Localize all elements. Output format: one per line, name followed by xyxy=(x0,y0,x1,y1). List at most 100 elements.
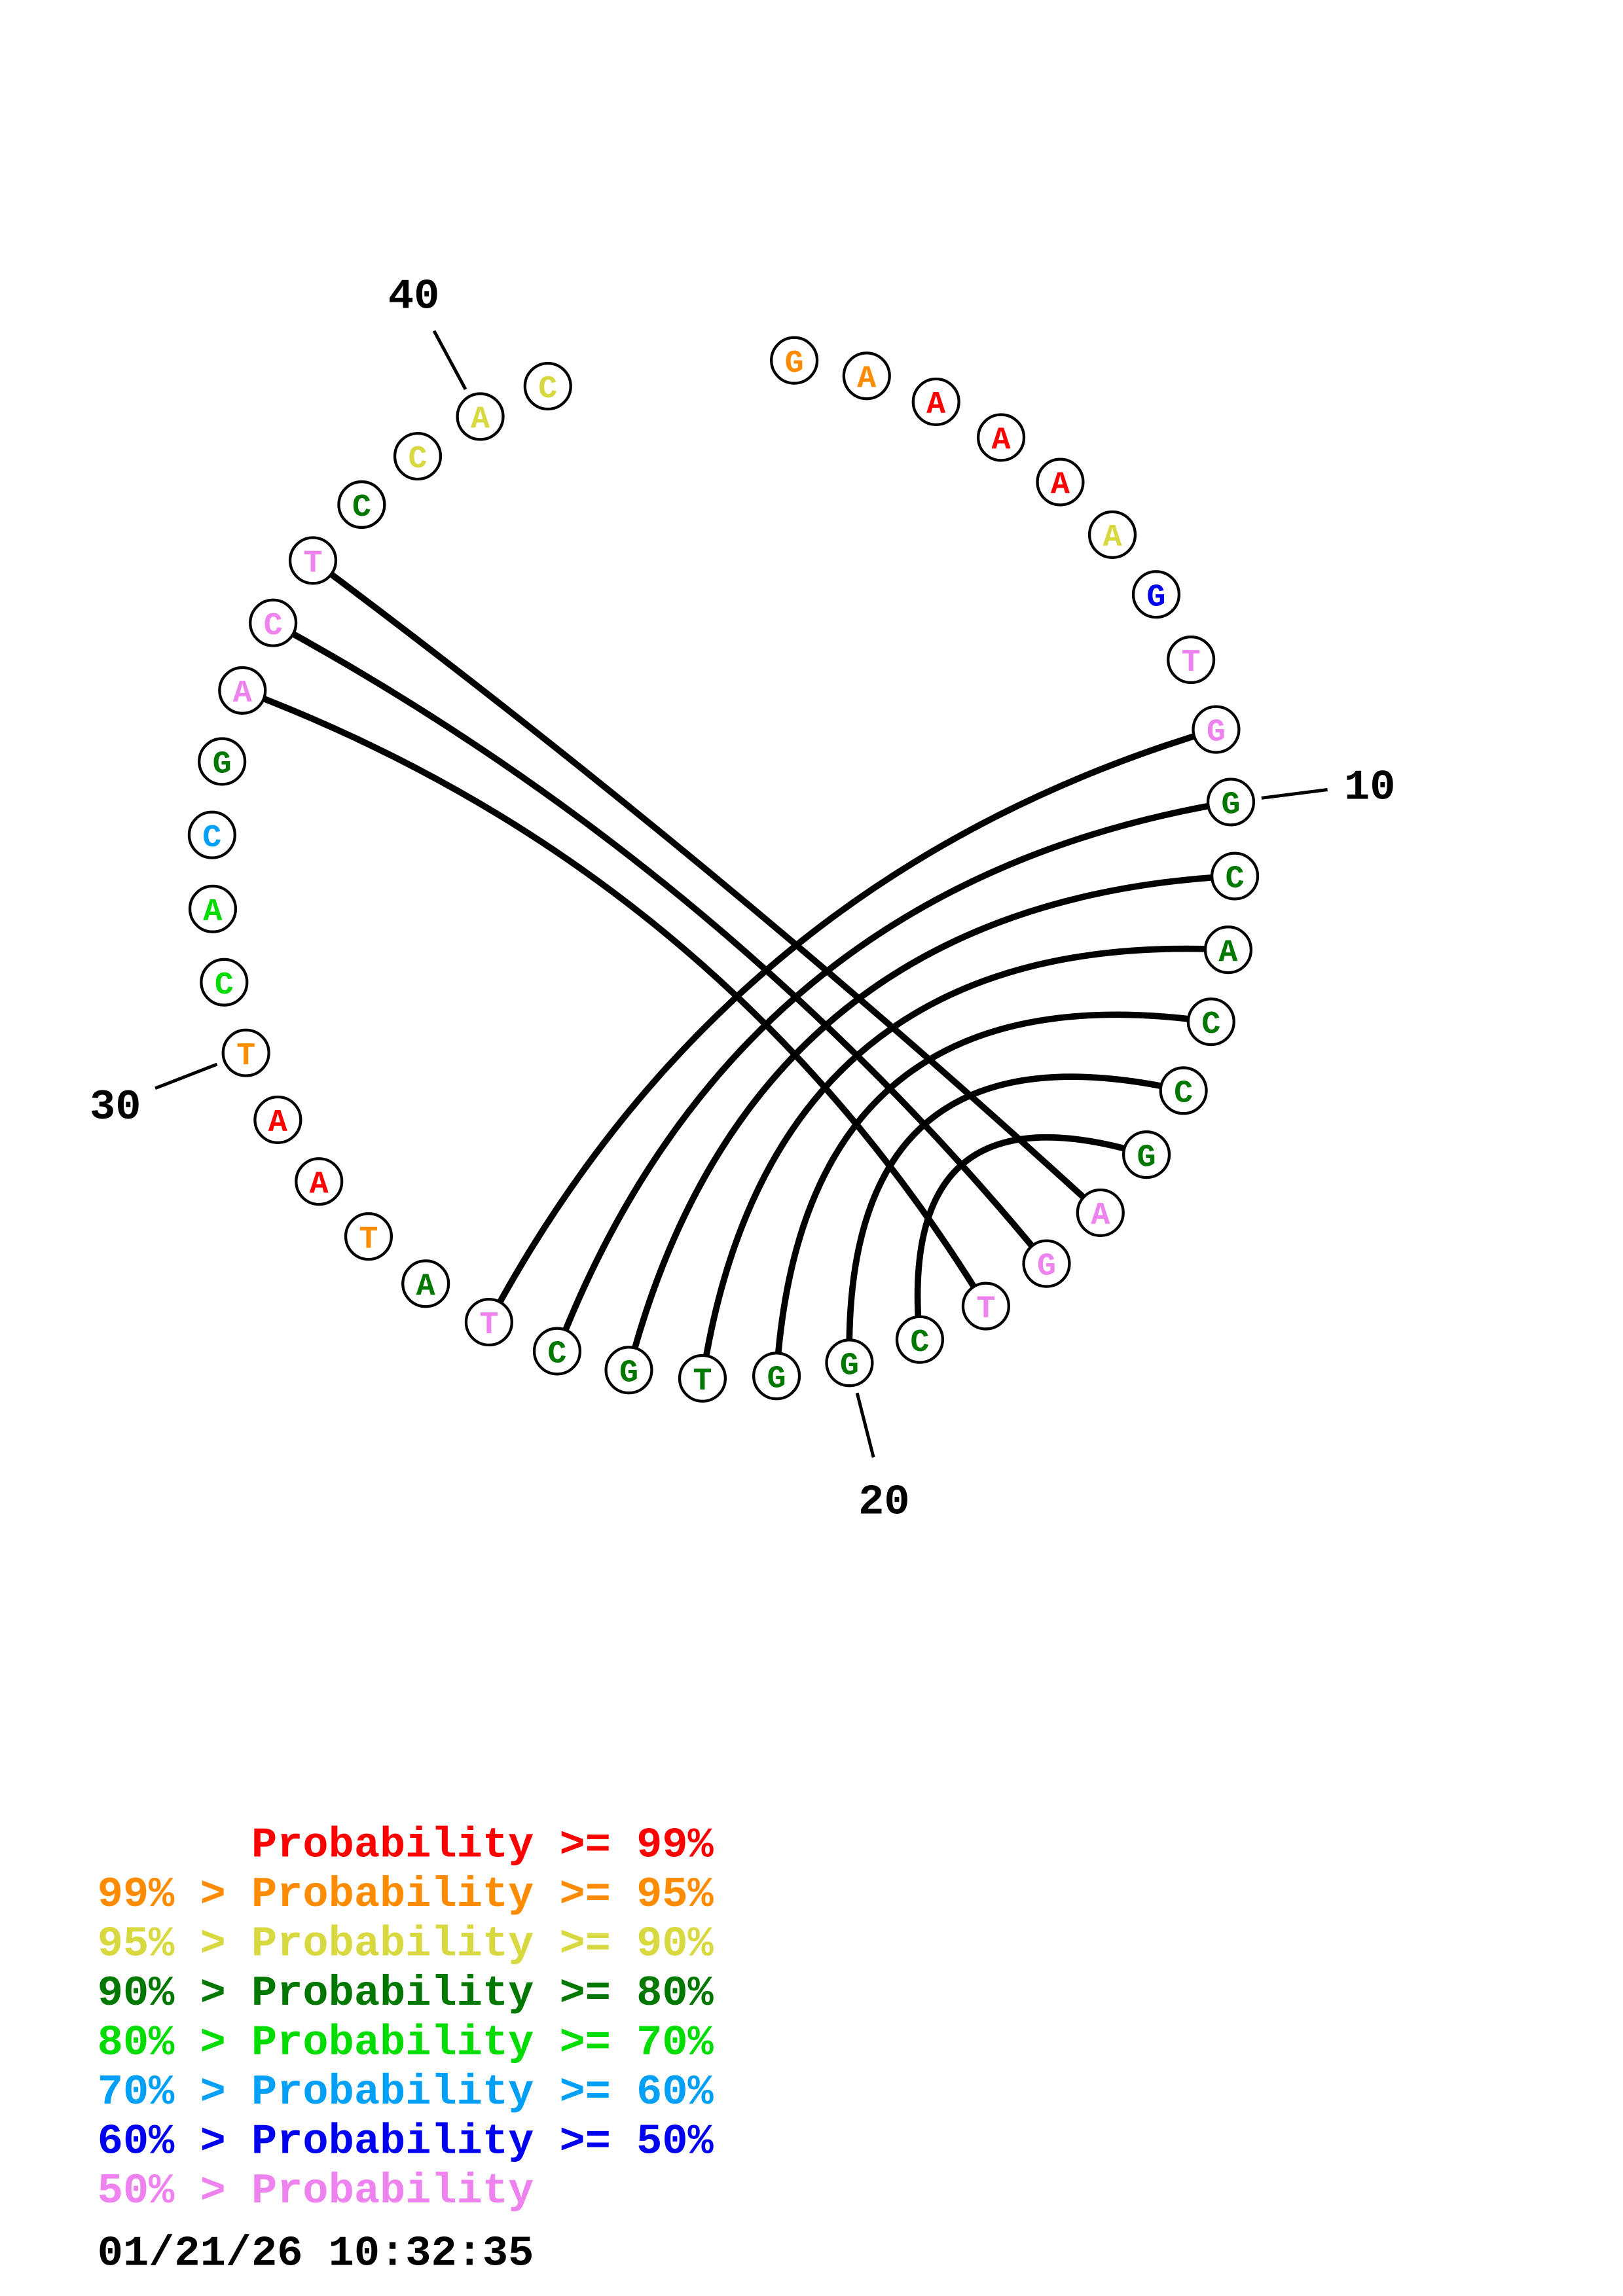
nucleotide-letter: A xyxy=(1091,1198,1110,1234)
nucleotide-letter: A xyxy=(416,1268,436,1304)
position-number: 40 xyxy=(388,272,439,321)
nucleotide-letter: A xyxy=(1218,935,1238,971)
nucleotide-letter: T xyxy=(976,1291,995,1327)
nucleotide-letter: G xyxy=(1221,787,1240,823)
nucleotide-letter: A xyxy=(857,361,877,397)
nucleotide-letter: A xyxy=(1103,520,1122,556)
nucleotide-circle xyxy=(198,737,247,786)
nucleotide-circle xyxy=(1210,852,1260,901)
legend-row: 95% > Probability >= 90% xyxy=(98,1920,714,1969)
base-pair-arc xyxy=(486,726,1220,1325)
nucleotide-letter: A xyxy=(233,675,253,711)
nucleotide-circle xyxy=(1186,997,1235,1047)
nucleotide-circle xyxy=(393,432,443,481)
nucleotide-circle xyxy=(249,598,298,647)
position-number: 30 xyxy=(90,1083,141,1132)
nucleotide-letter: T xyxy=(1182,645,1201,681)
nucleotide-circle xyxy=(977,413,1026,462)
nucleotide-letter: C xyxy=(408,441,427,477)
nucleotide-circle xyxy=(253,1095,302,1145)
nucleotide-letter: A xyxy=(268,1105,288,1141)
nucleotide-circle xyxy=(187,810,236,859)
nucleotide-letter: A xyxy=(1051,467,1070,503)
nucleotide-letter: G xyxy=(1137,1139,1156,1175)
nucleotide-letter: G xyxy=(1037,1249,1056,1285)
nucleotide-circle xyxy=(961,1282,1010,1331)
nucleotide-circle xyxy=(1131,570,1181,619)
base-pair-arc xyxy=(310,557,1104,1216)
nucleotide-letter: C xyxy=(1174,1075,1193,1111)
nucleotide-circle xyxy=(523,362,572,411)
nucleotide-circle xyxy=(456,392,505,441)
nucleotide-circle xyxy=(218,666,267,715)
nucleotide-letter: A xyxy=(310,1166,329,1202)
base-pair-arc xyxy=(270,619,1050,1267)
nucleotide-letter: C xyxy=(352,490,371,526)
nucleotide-letter: A xyxy=(926,387,946,423)
nucleotide-circle xyxy=(344,1212,393,1261)
position-tick xyxy=(1261,788,1328,800)
position-tick xyxy=(855,1392,875,1458)
position-number: 20 xyxy=(858,1478,909,1526)
legend-row: 80% > Probability >= 70% xyxy=(98,2019,714,2068)
probability-legend: Probability >= 99%99% > Probability >= 9… xyxy=(98,1821,714,2215)
nucleotide-circle xyxy=(842,351,891,401)
nucleotide-circle xyxy=(295,1157,344,1206)
nucleotide-letter: C xyxy=(538,371,557,407)
base-pair-arc xyxy=(699,945,1231,1382)
nucleotide-circle xyxy=(1076,1188,1125,1237)
nucleotide-circle xyxy=(770,336,819,385)
position-tick xyxy=(155,1062,218,1090)
nucleotide-letter: A xyxy=(992,423,1012,459)
base-pair-arc xyxy=(846,1073,1187,1367)
nucleotide-circle xyxy=(1159,1066,1208,1115)
legend-row: 99% > Probability >= 95% xyxy=(98,1871,714,1919)
nucleotide-circle xyxy=(200,958,249,1007)
base-pair-arc xyxy=(554,798,1234,1355)
nucleotide-circle xyxy=(1192,705,1241,754)
nucleotide-letter: A xyxy=(471,402,490,438)
base-pair-arc xyxy=(625,872,1238,1374)
nucleotide-circle xyxy=(1203,925,1252,975)
legend-row: 70% > Probability >= 60% xyxy=(98,2068,714,2117)
legend-row: 60% > Probability >= 50% xyxy=(98,2117,714,2166)
nucleotides-layer: G AAAAAGTGGCACCGAGTCGGTGCTATAATCACGACTCCA… xyxy=(187,336,1260,1403)
nucleotide-circle xyxy=(1206,778,1256,827)
nucleotide-letter: G xyxy=(840,1348,859,1384)
legend-row: Probability >= 99% xyxy=(98,1821,714,1870)
nucleotide-letter: T xyxy=(693,1363,712,1399)
nucleotide-circle xyxy=(337,480,386,529)
nucleotide-circle xyxy=(401,1259,450,1308)
nucleotide-letter: G xyxy=(785,346,804,382)
timestamp: 01/21/26 10:32:35 xyxy=(98,2230,534,2278)
base-pair-arc xyxy=(914,1134,1150,1343)
nucleotide-letter: G xyxy=(1207,715,1226,751)
nucleotide-circle xyxy=(1167,635,1216,685)
nucleotide-circle xyxy=(188,884,238,933)
nucleotide-letter: G xyxy=(767,1361,786,1397)
nucleotide-letter: T xyxy=(479,1307,498,1343)
nucleotide-circle xyxy=(464,1298,513,1347)
nucleotide-letter: T xyxy=(359,1221,378,1257)
nucleotide-circle xyxy=(532,1327,582,1376)
nucleotide-letter: C xyxy=(1226,861,1245,897)
nucleotide-letter: A xyxy=(203,894,223,930)
nucleotide-circle xyxy=(911,377,960,427)
nucleotide-letter: C xyxy=(910,1325,929,1361)
base-pair-arc xyxy=(773,1011,1214,1380)
nucleotide-letter: G xyxy=(213,747,232,783)
nucleotide-letter: C xyxy=(215,967,234,1003)
nucleotide-circle xyxy=(678,1354,727,1403)
nucleotide-circle xyxy=(1036,457,1085,507)
position-tick xyxy=(432,330,467,390)
position-labels-layer: 10 20 30 40 xyxy=(90,272,1395,1526)
nucleotide-circle xyxy=(1087,510,1137,560)
position-number: 10 xyxy=(1344,764,1395,812)
nucleotide-letter: C xyxy=(202,820,221,856)
legend-row: 50% > Probability xyxy=(98,2167,534,2215)
nucleotide-circle xyxy=(288,536,338,585)
nucleotide-circle xyxy=(604,1346,653,1395)
nucleotide-letter: T xyxy=(236,1038,255,1074)
nucleotide-circle xyxy=(221,1028,270,1077)
